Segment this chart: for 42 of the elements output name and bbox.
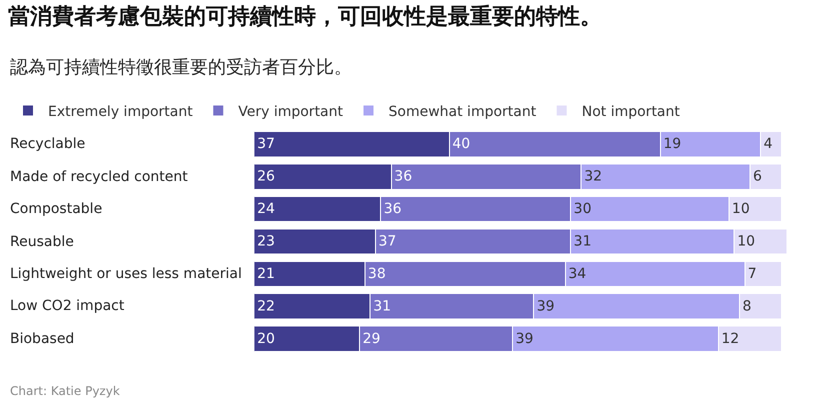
data-label: 29 (362, 330, 380, 347)
data-label: 6 (753, 168, 762, 185)
legend-label: Not important (582, 104, 680, 120)
text: Chart: Katie Pyzyk (10, 384, 120, 398)
y-tick-label: Recyclable (10, 136, 86, 152)
data-label: 40 (452, 136, 470, 152)
y-tick-label: Compostable (10, 201, 102, 217)
data-label: 4 (764, 136, 773, 152)
y-tick-label: Biobased (10, 331, 74, 347)
legend-label: Extremely important (48, 104, 194, 120)
data-label: 20 (257, 330, 275, 347)
data-label: 34 (568, 266, 586, 282)
data-label: 36 (394, 168, 412, 185)
data-label: 32 (584, 168, 602, 185)
data-label: 21 (257, 266, 275, 282)
legend-label: Very important (238, 104, 344, 120)
chart-subtitle: 認為可持續性特徵很重要的受訪者百分比。 (10, 57, 352, 78)
data-label: 37 (257, 136, 275, 152)
data-label: 22 (257, 298, 275, 314)
data-label: 8 (742, 298, 752, 314)
data-label: 23 (257, 234, 275, 250)
data-label: 10 (732, 201, 750, 218)
data-label: 39 (516, 330, 534, 347)
y-tick-label: Made of recycled content (10, 169, 188, 185)
legend-label: Somewhat important (388, 104, 537, 120)
data-label: 19 (663, 136, 682, 152)
data-label: 10 (737, 234, 756, 250)
data-label: 36 (384, 201, 402, 218)
y-tick-label: Low CO2 impact (10, 298, 125, 314)
y-tick-label: Reusable (10, 234, 74, 250)
data-label: 26 (257, 168, 276, 185)
chart-title: 當消費者考慮包裝的可持續性時，可回收性是最重要的特性。 (8, 4, 602, 30)
data-label: 12 (721, 330, 740, 347)
data-label: 37 (378, 234, 396, 250)
data-label: 31 (574, 234, 592, 250)
data-label: 39 (536, 298, 555, 314)
data-label: 31 (373, 298, 392, 314)
data-label: 30 (574, 201, 592, 218)
data-label: 24 (257, 201, 276, 218)
y-tick-label: Lightweight or uses less material (10, 266, 242, 282)
data-label: 7 (748, 266, 757, 282)
data-label: 38 (368, 266, 386, 282)
